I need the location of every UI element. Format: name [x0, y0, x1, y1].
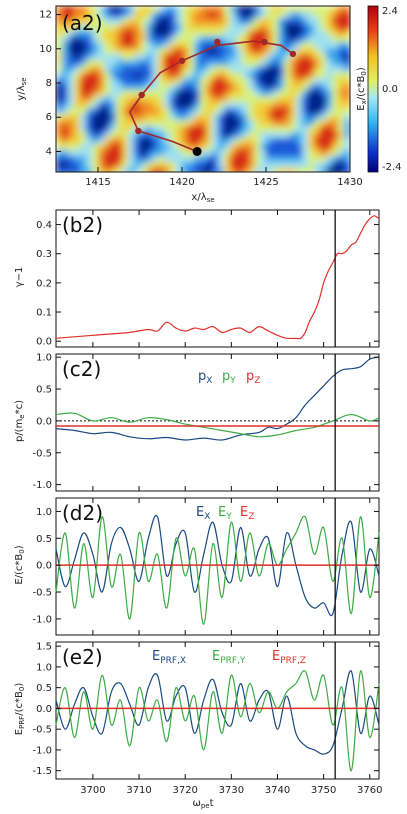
x-tick-label-a2: 1415: [85, 177, 110, 188]
y-tick-label: 0.4: [36, 220, 52, 231]
trajectory-marker: [178, 57, 186, 64]
x-axis-label-a2: x/λse: [191, 192, 214, 204]
panel-label-e2: (e2): [62, 645, 103, 669]
series-Ex: [55, 514, 380, 617]
panel-a2: 1415 1420 1425 1430 4 6 8 10 12 (a2) x/λse y/λse…: [16, 5, 402, 204]
x-tick-label: 3710: [126, 785, 151, 796]
time-panels: 0.0 0.1 0.2 0.3 0.4 -1.0 -0.5 0.0 0.5 1.0 -1.0 -0.5…: [32, 209, 382, 796]
legend-c2: pX pY pZ: [198, 369, 260, 386]
panel-b2: 0.0 0.1 0.2 0.3 0.4: [36, 209, 380, 348]
panel-label-c2: (c2): [62, 357, 101, 381]
y-tick-label: 0.0: [36, 337, 52, 348]
y-tick-label: 0.5: [36, 534, 52, 545]
trajectory-marker: [289, 50, 297, 58]
colorbar-tick-max: 2.4: [382, 6, 398, 17]
y-tick-label: -1.0: [32, 614, 52, 625]
trajectory-marker: [214, 38, 221, 46]
series-px: [55, 356, 380, 441]
panel-label-a2: (a2): [62, 11, 103, 35]
y-tick-label-a2: 10: [39, 44, 52, 55]
colorbar-tick-min: -2.4: [382, 162, 402, 173]
y-tick-label: 0.5: [36, 683, 52, 694]
trajectory-marker: [135, 127, 142, 135]
y-tick-label: 0.1: [36, 308, 52, 319]
series-EPRF,Y: [55, 670, 380, 772]
y-tick-label: 1.0: [36, 353, 52, 364]
y-tick-label: 0.5: [36, 385, 52, 396]
axes-a2: 1415 1420 1425 1430 4 6 8 10 12: [39, 10, 362, 188]
x-tick-label: 3750: [311, 785, 336, 796]
series-EPRF,x: [55, 670, 380, 755]
plot-frame-a2: [55, 5, 351, 173]
y-tick-label-a2: 4: [46, 146, 52, 157]
y-axis-label-b2: γ−1: [14, 267, 25, 288]
trajectory-marker: [138, 91, 145, 99]
x-tick-label-a2: 1425: [253, 177, 278, 188]
x-tick-label: 3740: [265, 785, 290, 796]
series-EY: [55, 515, 380, 625]
y-tick-label: -0.5: [32, 448, 52, 459]
y-tick-label: 1.0: [36, 662, 52, 673]
y-tick-label-a2: 8: [46, 78, 52, 89]
plot-frame: [55, 353, 380, 492]
y-tick-label: 0.2: [36, 278, 52, 289]
x-tick-label: 3730: [219, 785, 244, 796]
y-tick-label: -0.5: [32, 725, 52, 736]
y-tick-label-a2: 12: [39, 10, 52, 21]
y-tick-label: 1.5: [36, 642, 52, 653]
x-axis-label-e2: ωpet: [192, 798, 213, 810]
series-pY: [55, 412, 380, 438]
x-tick-label-a2: 1430: [337, 177, 362, 188]
plot-frame: [55, 209, 380, 348]
colorbar-label: Ex/(c*B0): [356, 67, 368, 111]
series-line: [55, 215, 380, 340]
y-tick-label: -0.5: [32, 588, 52, 599]
trajectory-end-marker: [192, 146, 202, 156]
panel-d2: -1.0 -0.5 0.0 0.5 1.0: [32, 497, 380, 636]
y-tick-label: 1.0: [36, 507, 52, 518]
y-tick-label-a2: 6: [46, 112, 52, 123]
y-tick-label: -1.0: [32, 745, 52, 756]
y-tick-label: -1.0: [32, 480, 52, 491]
panel-c2: -1.0 -0.5 0.0 0.5 1.0: [32, 353, 380, 492]
x-tick-label: 3700: [80, 785, 105, 796]
y-tick-label: 0.0: [36, 416, 52, 427]
trajectory-marker: [261, 38, 268, 46]
colorbar: [367, 5, 379, 173]
x-tick-label-a2: 1420: [169, 177, 194, 188]
y-axis-label-d2: E/(c*B0): [14, 545, 26, 584]
panel-label-d2: (d2): [62, 501, 103, 525]
colorbar-tick-mid: 0.0: [382, 84, 398, 95]
panel-label-b2: (b2): [62, 213, 103, 237]
y-tick-label: -1.5: [32, 766, 52, 777]
heatmap-field: [56, 6, 350, 172]
x-tick-label: 3760: [357, 785, 382, 796]
heatmap-cells: [56, 6, 350, 172]
y-axis-label-c2: p/(me*c): [14, 400, 26, 442]
x-tick-label: 3720: [172, 785, 197, 796]
y-tick-label: 0.0: [36, 561, 52, 572]
trajectory: [128, 38, 297, 156]
panel-e2: -1.5 -1.0 -0.5 0.0 0.5 1.0 1.5 3700 3710 3720 3730…: [32, 641, 382, 796]
y-tick-label: 0.0: [36, 704, 52, 715]
y-tick-label: 0.3: [36, 249, 52, 260]
y-axis-label-e2: EPRF/(c*B0): [14, 683, 26, 736]
y-axis-label-a2: y/λse: [16, 77, 28, 100]
